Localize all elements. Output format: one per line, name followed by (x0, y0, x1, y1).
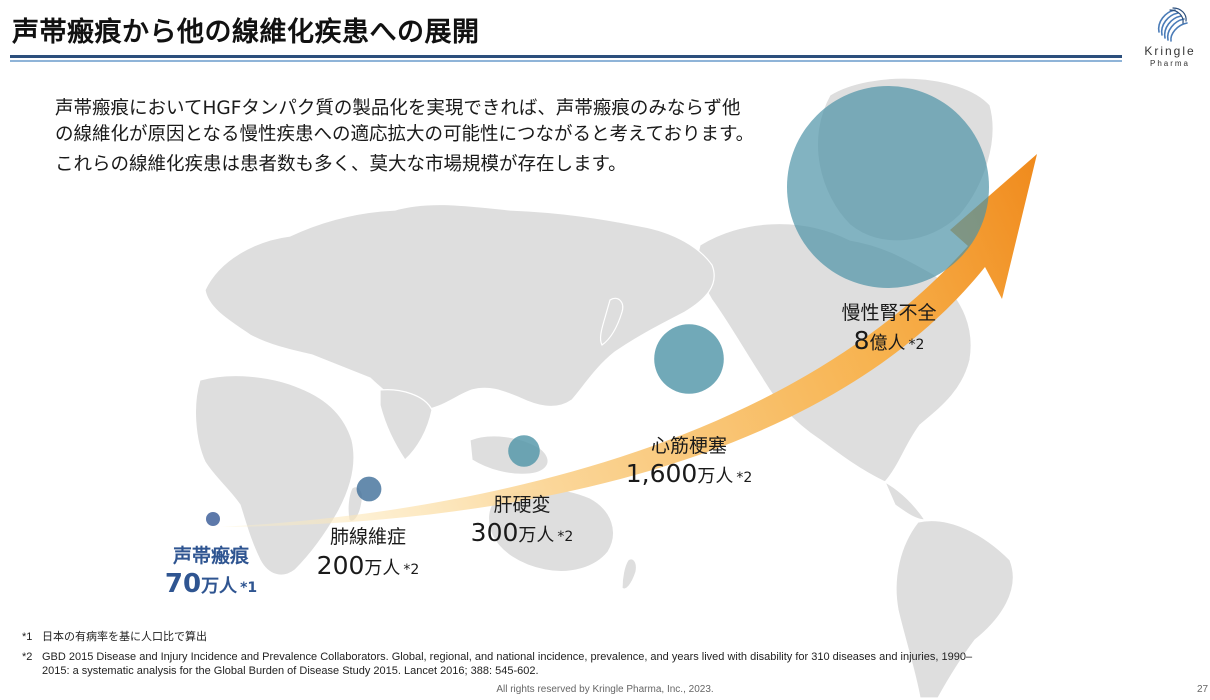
intro-paragraph-2: これらの線維化疾患は患者数も多く、莫大な市場規模が存在します。 (55, 154, 627, 175)
label-chronic-kidney-failure-name: 慢性腎不全 (841, 302, 936, 324)
value-pulmonary-fibrosis: 200 (317, 551, 365, 580)
unit-pulmonary-fibrosis: 万人 (364, 558, 400, 579)
map-new-zealand (621, 558, 638, 590)
map-japan (599, 297, 624, 346)
note-vocal-fold-scar: *1 (240, 580, 257, 596)
note-chronic-kidney-failure: *2 (908, 337, 924, 353)
logo-sub: Pharma (1149, 59, 1190, 68)
unit-chronic-kidney-failure: 億人 (869, 333, 905, 354)
company-logo: Kringle Pharma (1135, 4, 1205, 70)
bubble-liver-cirrhosis (508, 435, 540, 467)
footnote-1-mark: *1 (22, 631, 33, 643)
value-chronic-kidney-failure: 8 (854, 326, 870, 355)
header-rule-light (10, 60, 1122, 62)
footnote-2-line-2: 2015: a systematic analysis for the Glob… (42, 665, 539, 677)
note-myocardial-infarction: *2 (736, 470, 752, 486)
unit-vocal-fold-scar: 万人 (200, 576, 238, 597)
map-central-america (883, 480, 927, 521)
label-liver-cirrhosis-value: 300万人 *2 (471, 518, 574, 547)
map-africa (194, 374, 355, 576)
intro-text: 声帯瘢痕においてHGFタンパク質の製品化を実現できれば、声帯瘢痕のみならず他の線… (55, 96, 755, 178)
footnote-1-text: 日本の有病率を基に人口比で算出 (42, 631, 207, 643)
footnote-2-mark: *2 (22, 651, 33, 663)
map-south-america (895, 520, 1014, 699)
label-chronic-kidney-failure-value: 8億人 *2 (854, 326, 925, 355)
map-indian-subcontinent (379, 389, 433, 461)
label-myocardial-infarction-value: 1,600万人 *2 (626, 459, 753, 488)
kringle-logo-icon (1157, 7, 1188, 42)
footnote-2-line-1: GBD 2015 Disease and Injury Incidence an… (42, 651, 973, 663)
map-europe-asia (204, 203, 715, 411)
value-myocardial-infarction: 1,600 (626, 459, 698, 488)
unit-myocardial-infarction: 万人 (697, 466, 733, 487)
label-vocal-fold-scar-value: 70万人 *1 (165, 569, 257, 599)
label-myocardial-infarction-name: 心筋梗塞 (651, 435, 727, 457)
note-pulmonary-fibrosis: *2 (403, 562, 419, 578)
intro-paragraph-1: 声帯瘢痕においてHGFタンパク質の製品化を実現できれば、声帯瘢痕のみならず他の線… (55, 98, 755, 145)
bubble-layer (206, 86, 989, 526)
label-liver-cirrhosis-name: 肝硬変 (493, 494, 550, 516)
value-vocal-fold-scar: 70 (165, 569, 201, 599)
copyright: All rights reserved by Kringle Pharma, I… (496, 684, 714, 695)
bubble-myocardial-infarction (654, 324, 724, 394)
page-title: 声帯瘢痕から他の線維化疾患への展開 (12, 17, 480, 48)
footnote-1: *1 日本の有病率を基に人口比で算出 (22, 630, 207, 644)
logo-name: Kringle (1144, 44, 1196, 58)
footnote-2: *2 GBD 2015 Disease and Injury Incidence … (22, 650, 972, 678)
unit-liver-cirrhosis: 万人 (518, 525, 554, 546)
bubble-chronic-kidney-failure (787, 86, 989, 288)
growth-arrow (220, 154, 1037, 527)
bubble-vocal-fold-scar (206, 512, 220, 526)
bubble-labels: 声帯瘢痕 70万人 *1 肺線維症 200万人 *2 肝硬変 300万人 *2 心筋梗… (165, 302, 937, 599)
label-pulmonary-fibrosis-value: 200万人 *2 (317, 551, 420, 580)
page-number: 27 (1197, 684, 1209, 695)
label-vocal-fold-scar-name: 声帯瘢痕 (172, 544, 250, 567)
note-liver-cirrhosis: *2 (557, 529, 573, 545)
label-pulmonary-fibrosis-name: 肺線維症 (330, 526, 406, 548)
value-liver-cirrhosis: 300 (471, 518, 519, 547)
header-rule-dark (10, 55, 1122, 58)
bubble-pulmonary-fibrosis (356, 476, 382, 502)
